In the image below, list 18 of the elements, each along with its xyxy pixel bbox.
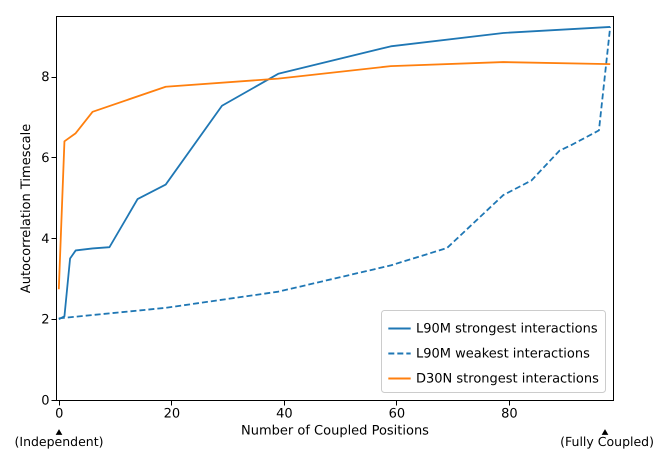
y-tick-label: 8 [41, 70, 50, 86]
text: (Fully Coupled) [560, 434, 654, 449]
line-series [58, 61, 612, 290]
x-tick-label: 80 [501, 406, 518, 422]
x-tick-label: 20 [164, 406, 180, 422]
y-tick-label: 6 [41, 150, 50, 166]
x-axis-title: Number of Coupled Positions [241, 424, 430, 438]
legend-label: L90M weakest interactions [416, 346, 590, 362]
y-axis-title: Autocorrelation Timescale [19, 124, 34, 294]
legend-label: D30N strongest interactions [416, 372, 600, 386]
legend-label: L90M strongest interactions [416, 322, 598, 336]
x-tick-label: 60 [388, 406, 406, 422]
x-tick-label: 0 [55, 406, 64, 422]
text: (Independent) [14, 434, 104, 449]
y-tick-label: 4 [41, 232, 50, 247]
x-tick-label: 40 [276, 406, 293, 422]
y-tick-label: 0 [41, 394, 50, 408]
y-tick-label: 2 [41, 312, 50, 328]
